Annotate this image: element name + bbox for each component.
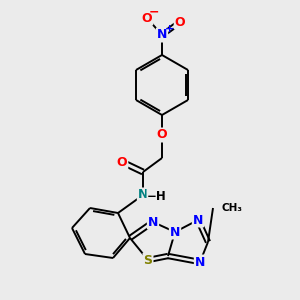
Text: O: O (175, 16, 185, 28)
Text: −H: −H (147, 190, 167, 202)
Text: S: S (143, 254, 152, 266)
Text: −: − (149, 5, 159, 19)
Text: N: N (193, 214, 203, 226)
Text: N: N (195, 256, 205, 268)
Text: CH₃: CH₃ (221, 203, 242, 213)
Text: O: O (157, 128, 167, 142)
Text: N: N (148, 215, 158, 229)
Text: O: O (142, 11, 152, 25)
Text: N: N (138, 188, 148, 202)
Text: O: O (117, 155, 127, 169)
Text: N: N (170, 226, 180, 238)
Text: N: N (157, 28, 167, 41)
Text: +: + (165, 24, 175, 34)
